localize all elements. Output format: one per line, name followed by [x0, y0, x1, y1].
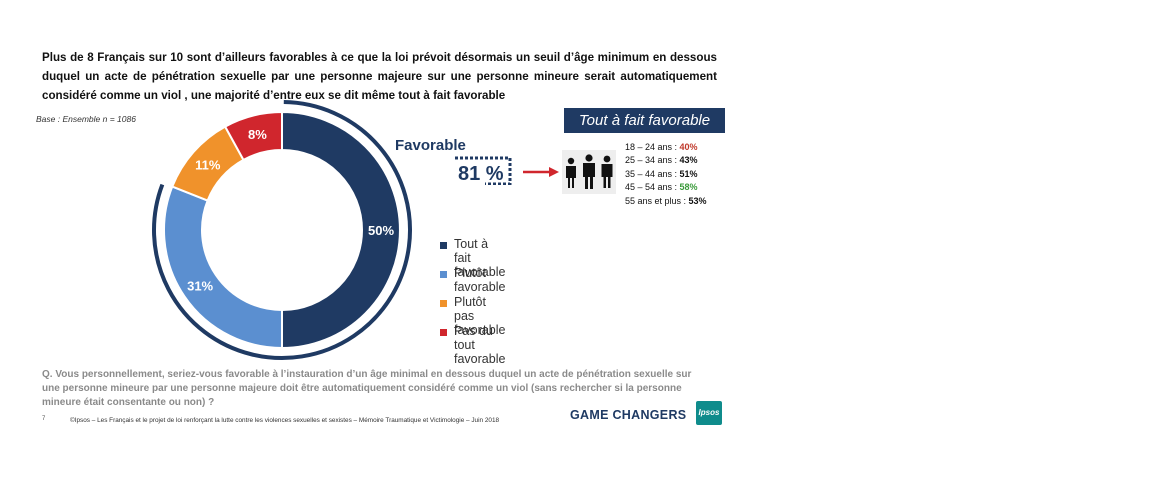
age-row: 25 – 34 ans : 43%	[625, 154, 707, 167]
donut-chart: 50% 31% 11% 8%	[152, 100, 412, 360]
age-label: 55 ans et plus :	[625, 195, 689, 206]
page-number: 7	[42, 416, 46, 422]
age-value: 58%	[679, 182, 698, 193]
footer-credit: ©Ipsos – Les Français et le projet de lo…	[70, 417, 500, 424]
slice-label: 8%	[248, 127, 267, 142]
age-row: 35 – 44 ans : 51%	[625, 168, 707, 181]
favorable-label: Favorable	[395, 137, 466, 154]
donut-slice	[163, 185, 283, 350]
arrow-right-icon	[523, 167, 559, 177]
slice-label: 50%	[368, 223, 394, 238]
legend-swatch	[440, 271, 447, 278]
tout-a-fait-header: Tout à fait favorable	[564, 108, 725, 133]
favorable-box-frame	[455, 156, 512, 185]
ipsos-logo: Ipsos	[696, 401, 722, 425]
survey-question: Q. Vous personnellement, seriez-vous fav…	[42, 369, 692, 408]
age-label: 45 – 54 ans :	[625, 182, 680, 193]
favorable-bracket-arc	[152, 100, 412, 360]
age-value: 43%	[679, 155, 698, 166]
age-label: 18 – 24 ans :	[625, 142, 680, 152]
slide-title: Plus de 8 Français sur 10 sont d’ailleur…	[42, 51, 717, 102]
legend-label: Pas du tout favorable	[454, 324, 506, 366]
age-value: 53%	[688, 195, 707, 206]
legend-swatch	[440, 329, 447, 336]
age-value: 51%	[679, 168, 698, 179]
people-icon	[562, 150, 616, 194]
age-label: 25 – 34 ans :	[625, 155, 680, 166]
age-row: 45 – 54 ans : 58%	[625, 181, 707, 194]
legend-swatch	[440, 300, 447, 307]
legend-label: Plutôt favorable	[454, 266, 506, 294]
game-changers-logo: GAME CHANGERS	[570, 408, 687, 422]
age-breakdown: 18 – 24 ans : 40% 25 – 34 ans : 43% 35 –…	[625, 141, 707, 208]
legend-label: Plutôt pas favorable	[454, 295, 506, 337]
age-row: 55 ans et plus : 53%	[625, 195, 707, 208]
age-label: 35 – 44 ans :	[625, 168, 680, 179]
legend-label: Tout à fait favorable	[454, 237, 506, 279]
age-row: 18 – 24 ans : 40%	[625, 141, 707, 154]
base-note: Base : Ensemble n = 1086	[36, 114, 136, 124]
donut-slice	[281, 110, 401, 350]
legend-swatch	[440, 242, 447, 249]
slice-label: 11%	[195, 158, 221, 173]
favorable-value: 81 %	[458, 163, 504, 185]
age-value: 40%	[679, 142, 698, 152]
slice-label: 31%	[187, 279, 213, 294]
donut-slice	[223, 110, 283, 162]
